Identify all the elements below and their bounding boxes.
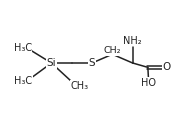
- Text: H₃C: H₃C: [14, 76, 33, 86]
- Text: HO: HO: [141, 78, 156, 88]
- Text: CH₂: CH₂: [104, 46, 121, 55]
- Text: NH₂: NH₂: [123, 36, 142, 46]
- Text: CH₃: CH₃: [70, 81, 88, 91]
- Text: H₃C: H₃C: [14, 43, 32, 53]
- Text: Si: Si: [47, 58, 56, 68]
- Text: S: S: [89, 58, 95, 68]
- Text: O: O: [162, 62, 171, 72]
